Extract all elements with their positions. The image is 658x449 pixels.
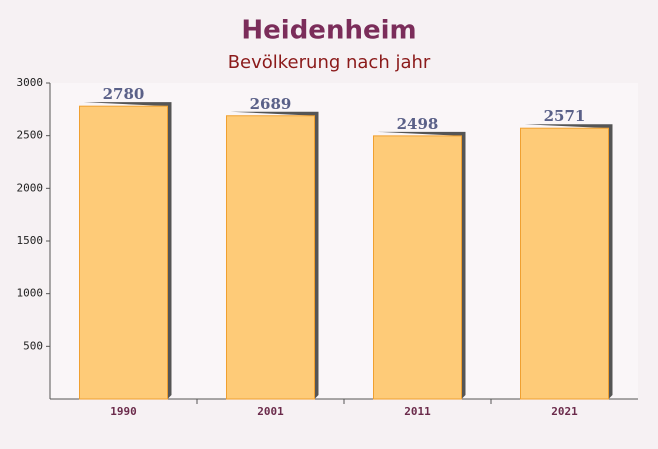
y-tick-label: 3000 [17, 76, 44, 89]
x-tick-label: 2021 [551, 405, 578, 418]
chart-subtitle: Bevölkerung nach jahr [228, 52, 431, 73]
chart-title: Heidenheim [241, 16, 416, 46]
value-label: 2571 [544, 107, 586, 125]
bar [226, 115, 315, 400]
bar [79, 105, 168, 400]
x-tick-label: 1990 [110, 405, 137, 418]
value-label: 2689 [250, 95, 292, 113]
y-tick-label: 1000 [17, 287, 44, 300]
x-tick-label: 2001 [257, 405, 284, 418]
value-label: 2498 [397, 115, 439, 133]
x-tick-label: 2011 [404, 405, 431, 418]
value-label: 2780 [103, 85, 145, 103]
y-tick-label: 2000 [17, 181, 44, 194]
y-tick-label: 1500 [17, 234, 44, 247]
bar [373, 135, 462, 400]
bar [520, 127, 609, 400]
y-tick-label: 2500 [17, 129, 44, 142]
y-tick-label: 500 [23, 339, 43, 352]
